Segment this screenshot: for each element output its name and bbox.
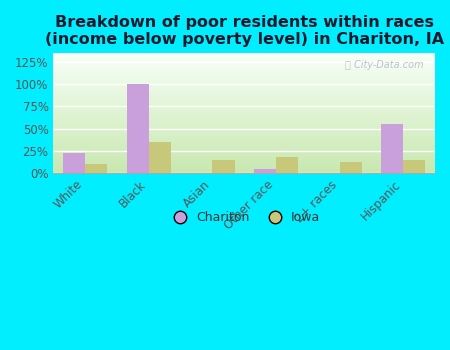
Bar: [149, 142, 171, 173]
Bar: [254, 169, 276, 173]
Bar: [212, 160, 234, 173]
Bar: [381, 124, 403, 173]
Bar: [340, 161, 362, 173]
Bar: [126, 84, 149, 173]
Bar: [63, 154, 85, 173]
Bar: [403, 160, 425, 173]
Bar: [85, 164, 108, 173]
Title: Breakdown of poor residents within races
(income below poverty level) in Charito: Breakdown of poor residents within races…: [45, 15, 444, 47]
Legend: Chariton, Iowa: Chariton, Iowa: [163, 206, 325, 230]
Text: ⓘ City-Data.com: ⓘ City-Data.com: [345, 60, 423, 70]
Bar: [276, 157, 298, 173]
